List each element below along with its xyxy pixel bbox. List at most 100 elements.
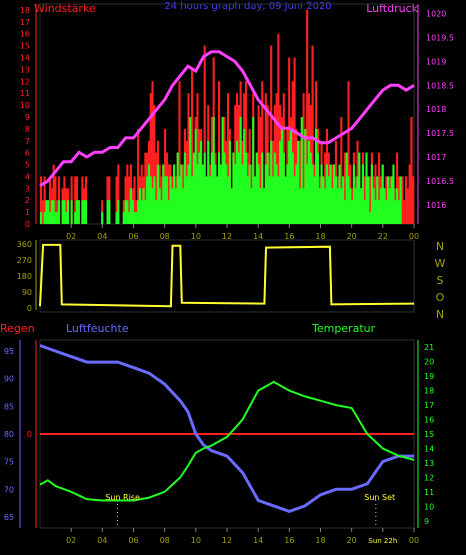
avg-bar [205,176,208,224]
time-tick-label: 20 [347,536,357,545]
avg-bar [244,152,248,224]
time-tick-label: 20 [347,232,357,241]
avg-bar [309,152,312,224]
avg-bar [63,200,66,224]
pressure-line [39,50,415,187]
avg-bar [147,164,150,224]
gust-bar [401,176,404,224]
avg-bar [331,188,334,224]
avg-bar [361,164,364,224]
avg-bar [219,164,222,224]
avg-bar [209,176,212,224]
gust-bar [40,176,43,224]
direction-line [39,243,415,308]
wind-tick-label: 2 [25,196,30,205]
time-tick-label: 14 [253,536,263,545]
temperature-tick-label: 9 [424,517,429,526]
avg-bar [270,140,273,224]
gust-bar [347,81,350,224]
gust-bar [293,57,296,224]
avg-bar [45,200,48,224]
temperature-tick-label: 15 [424,430,434,439]
avg-bar [306,164,309,224]
avg-bar [173,164,176,224]
avg-bar [262,188,266,224]
avg-bar [160,200,163,224]
avg-bar [83,200,86,224]
avg-bar [336,188,339,224]
avg-bar [189,117,192,224]
direction-tick-label: 360 [17,240,32,249]
sunrise-label: Sun Rise [105,493,140,502]
avg-bar [101,212,104,224]
avg-bar [320,164,323,224]
avg-bar [295,164,298,224]
humidity-tick-label: 70 [4,485,14,494]
gust-bar [288,57,291,224]
avg-bar [140,200,143,224]
gust-bar [410,117,413,224]
compass-letter: N [436,240,444,253]
avg-bar [300,117,303,224]
avg-bar [329,164,332,224]
compass-letter: W [435,257,446,270]
avg-bar [379,188,382,224]
wind-tick-label: 14 [20,54,30,63]
avg-bar [257,164,260,224]
wind-tick-label: 5 [25,161,30,170]
time-tick-label: 16 [284,232,294,241]
pressure-tick-label: 1016 [426,201,446,210]
temperature-tick-label: 13 [424,459,434,468]
avg-bar [155,200,158,224]
avg-bar [218,152,221,224]
gust-bar [408,164,411,224]
header-center: 24 hours graph day, 09 Juni 2020 [164,1,331,12]
temperature-tick-label: 16 [424,416,434,425]
wind-tick-label: 18 [20,6,30,15]
time-tick-label: 22 [378,232,388,241]
avg-bar [286,164,289,224]
avg-bar [180,164,183,224]
avg-bar [239,117,242,224]
avg-bar [207,140,210,224]
avg-bar [149,176,152,224]
avg-bar [70,200,73,224]
avg-bar [259,188,262,224]
header-rain: Regen [0,322,35,335]
time-tick-label: 10 [191,232,201,241]
time-tick-label: 02 [66,536,76,545]
avg-bar [349,188,352,224]
avg-bar [333,164,336,224]
avg-bar [144,200,147,224]
avg-bar [77,200,80,224]
gust-bar [149,93,152,224]
avg-bar [253,176,257,224]
avg-bar [363,200,366,224]
direction-tick-label: 270 [17,256,32,265]
avg-bar [178,176,181,224]
avg-bar [288,140,291,224]
avg-bar [354,188,357,224]
avg-bar [279,140,282,224]
avg-bar [201,164,204,224]
temperature-tick-label: 11 [424,488,434,497]
avg-bar [268,176,271,224]
gust-bar [403,200,406,224]
gust-bar [54,176,57,224]
avg-bar [65,212,68,224]
avg-bar [203,152,206,224]
avg-bar [43,212,46,224]
humidity-tick-label: 90 [4,375,14,384]
compass-letter: S [437,274,444,287]
time-tick-label: 18 [315,232,325,241]
header-humidity: Luftfeuchte [66,322,129,335]
avg-bar [248,164,251,224]
avg-bar [194,128,197,224]
avg-bar [223,152,226,224]
humidity-tick-label: 95 [4,347,14,356]
avg-bar [164,176,167,224]
compass-letter: N [436,308,444,321]
gust-bar [115,176,118,224]
